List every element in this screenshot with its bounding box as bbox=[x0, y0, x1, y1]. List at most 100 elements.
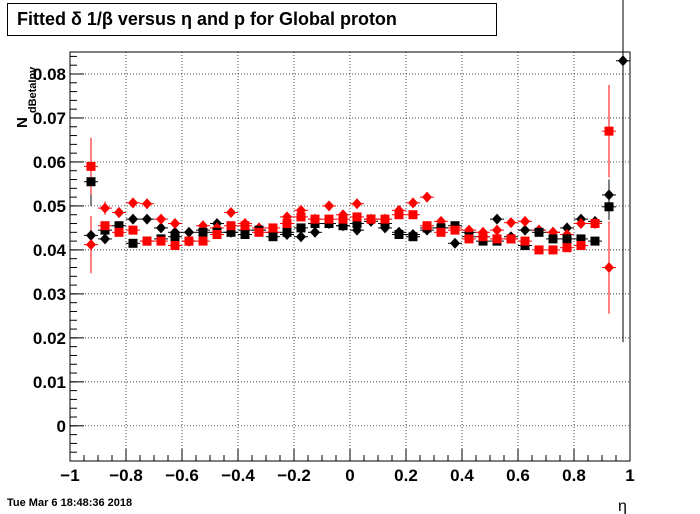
y-tick-label: 0.04 bbox=[33, 241, 67, 260]
square-marker bbox=[492, 234, 502, 244]
y-tick-label: 0.08 bbox=[33, 65, 66, 84]
square-marker bbox=[100, 221, 110, 231]
square-marker bbox=[576, 241, 586, 251]
square-marker bbox=[562, 243, 572, 253]
diamond-marker bbox=[128, 213, 138, 225]
x-tick-label: 0.8 bbox=[562, 466, 586, 485]
diamond-marker bbox=[100, 233, 110, 245]
error-bars bbox=[84, 0, 630, 343]
diamond-marker bbox=[156, 213, 166, 225]
square-marker bbox=[114, 227, 124, 237]
square-marker bbox=[450, 225, 460, 235]
x-tick-label: 0.6 bbox=[506, 466, 530, 485]
diamond-marker bbox=[100, 202, 110, 214]
x-tick-label: 0 bbox=[345, 466, 354, 485]
diamond-marker bbox=[86, 229, 96, 241]
square-marker bbox=[604, 126, 614, 136]
diamond-marker bbox=[562, 222, 572, 234]
x-tick-label: −0.2 bbox=[277, 466, 311, 485]
diamond-marker bbox=[604, 261, 614, 273]
x-tick-label: −0.8 bbox=[109, 466, 143, 485]
square-marker bbox=[576, 234, 586, 244]
square-marker bbox=[114, 221, 124, 231]
diamond-marker bbox=[128, 197, 138, 209]
square-marker bbox=[408, 232, 418, 242]
square-marker bbox=[282, 219, 292, 229]
diamond-marker bbox=[142, 213, 152, 225]
square-marker bbox=[240, 230, 250, 240]
square-marker bbox=[520, 236, 530, 246]
diamond-marker bbox=[170, 218, 180, 230]
diamond-marker bbox=[492, 213, 502, 225]
x-tick-label: 1 bbox=[625, 466, 634, 485]
square-marker bbox=[226, 227, 236, 237]
diamond-marker bbox=[408, 197, 418, 209]
diamond-marker bbox=[422, 191, 432, 203]
timestamp: Tue Mar 6 18:48:36 2018 bbox=[7, 497, 133, 509]
square-marker bbox=[170, 232, 180, 242]
y-tick-label: 0.02 bbox=[33, 329, 66, 348]
data-markers bbox=[86, 55, 628, 273]
x-tick-label: −1 bbox=[60, 466, 79, 485]
y-axis-label: NdBetaInv bbox=[14, 66, 39, 128]
diamond-marker bbox=[296, 231, 306, 243]
y-tick-label: 0.01 bbox=[33, 373, 66, 392]
square-marker bbox=[352, 212, 362, 222]
square-marker bbox=[380, 214, 390, 224]
square-marker bbox=[226, 221, 236, 231]
diamond-marker bbox=[324, 200, 334, 212]
diamond-marker bbox=[352, 198, 362, 210]
square-marker bbox=[464, 234, 474, 244]
square-marker bbox=[128, 238, 138, 248]
y-axis-label-text: dBetaInv bbox=[27, 66, 39, 113]
square-marker bbox=[184, 236, 194, 246]
square-marker bbox=[394, 230, 404, 240]
diamond-marker bbox=[114, 207, 124, 219]
square-marker bbox=[170, 241, 180, 251]
y-axis-label-prefix: N bbox=[14, 117, 31, 128]
diamond-marker bbox=[184, 226, 194, 238]
grid-lines bbox=[69, 52, 631, 461]
diamond-marker bbox=[310, 226, 320, 238]
diamond-marker bbox=[576, 218, 586, 230]
square-marker bbox=[86, 177, 96, 187]
diamond-marker bbox=[520, 224, 530, 236]
square-marker bbox=[590, 219, 600, 229]
square-marker bbox=[534, 245, 544, 255]
square-marker bbox=[128, 225, 138, 235]
diamond-marker bbox=[492, 224, 502, 236]
x-tick-label: −0.6 bbox=[165, 466, 199, 485]
diamond-marker bbox=[450, 237, 460, 249]
square-marker bbox=[198, 236, 208, 246]
y-tick-label: 0.03 bbox=[33, 285, 66, 304]
square-marker bbox=[282, 227, 292, 237]
square-marker bbox=[548, 245, 558, 255]
square-marker bbox=[534, 227, 544, 237]
square-marker bbox=[506, 234, 516, 244]
square-marker bbox=[422, 221, 432, 231]
square-marker bbox=[338, 221, 348, 231]
square-marker bbox=[366, 214, 376, 224]
square-marker bbox=[240, 221, 250, 231]
square-marker bbox=[296, 223, 306, 233]
y-tick-label: 0.07 bbox=[33, 109, 66, 128]
square-marker bbox=[338, 214, 348, 224]
square-marker bbox=[86, 161, 96, 171]
square-marker bbox=[590, 236, 600, 246]
square-marker bbox=[562, 234, 572, 244]
axis-ticks bbox=[69, 55, 631, 461]
square-marker bbox=[268, 232, 278, 242]
diamond-marker bbox=[604, 189, 614, 201]
diamond-marker bbox=[86, 239, 96, 251]
diamond-marker bbox=[226, 207, 236, 219]
diamond-marker bbox=[618, 55, 628, 67]
y-tick-label: 0.06 bbox=[33, 153, 66, 172]
square-marker bbox=[310, 214, 320, 224]
chart-title: Fitted δ 1/β versus η and p for Global p… bbox=[7, 3, 497, 36]
square-marker bbox=[408, 210, 418, 220]
square-marker bbox=[198, 227, 208, 237]
diamond-marker bbox=[142, 198, 152, 210]
square-marker bbox=[254, 227, 264, 237]
square-marker bbox=[212, 230, 222, 240]
